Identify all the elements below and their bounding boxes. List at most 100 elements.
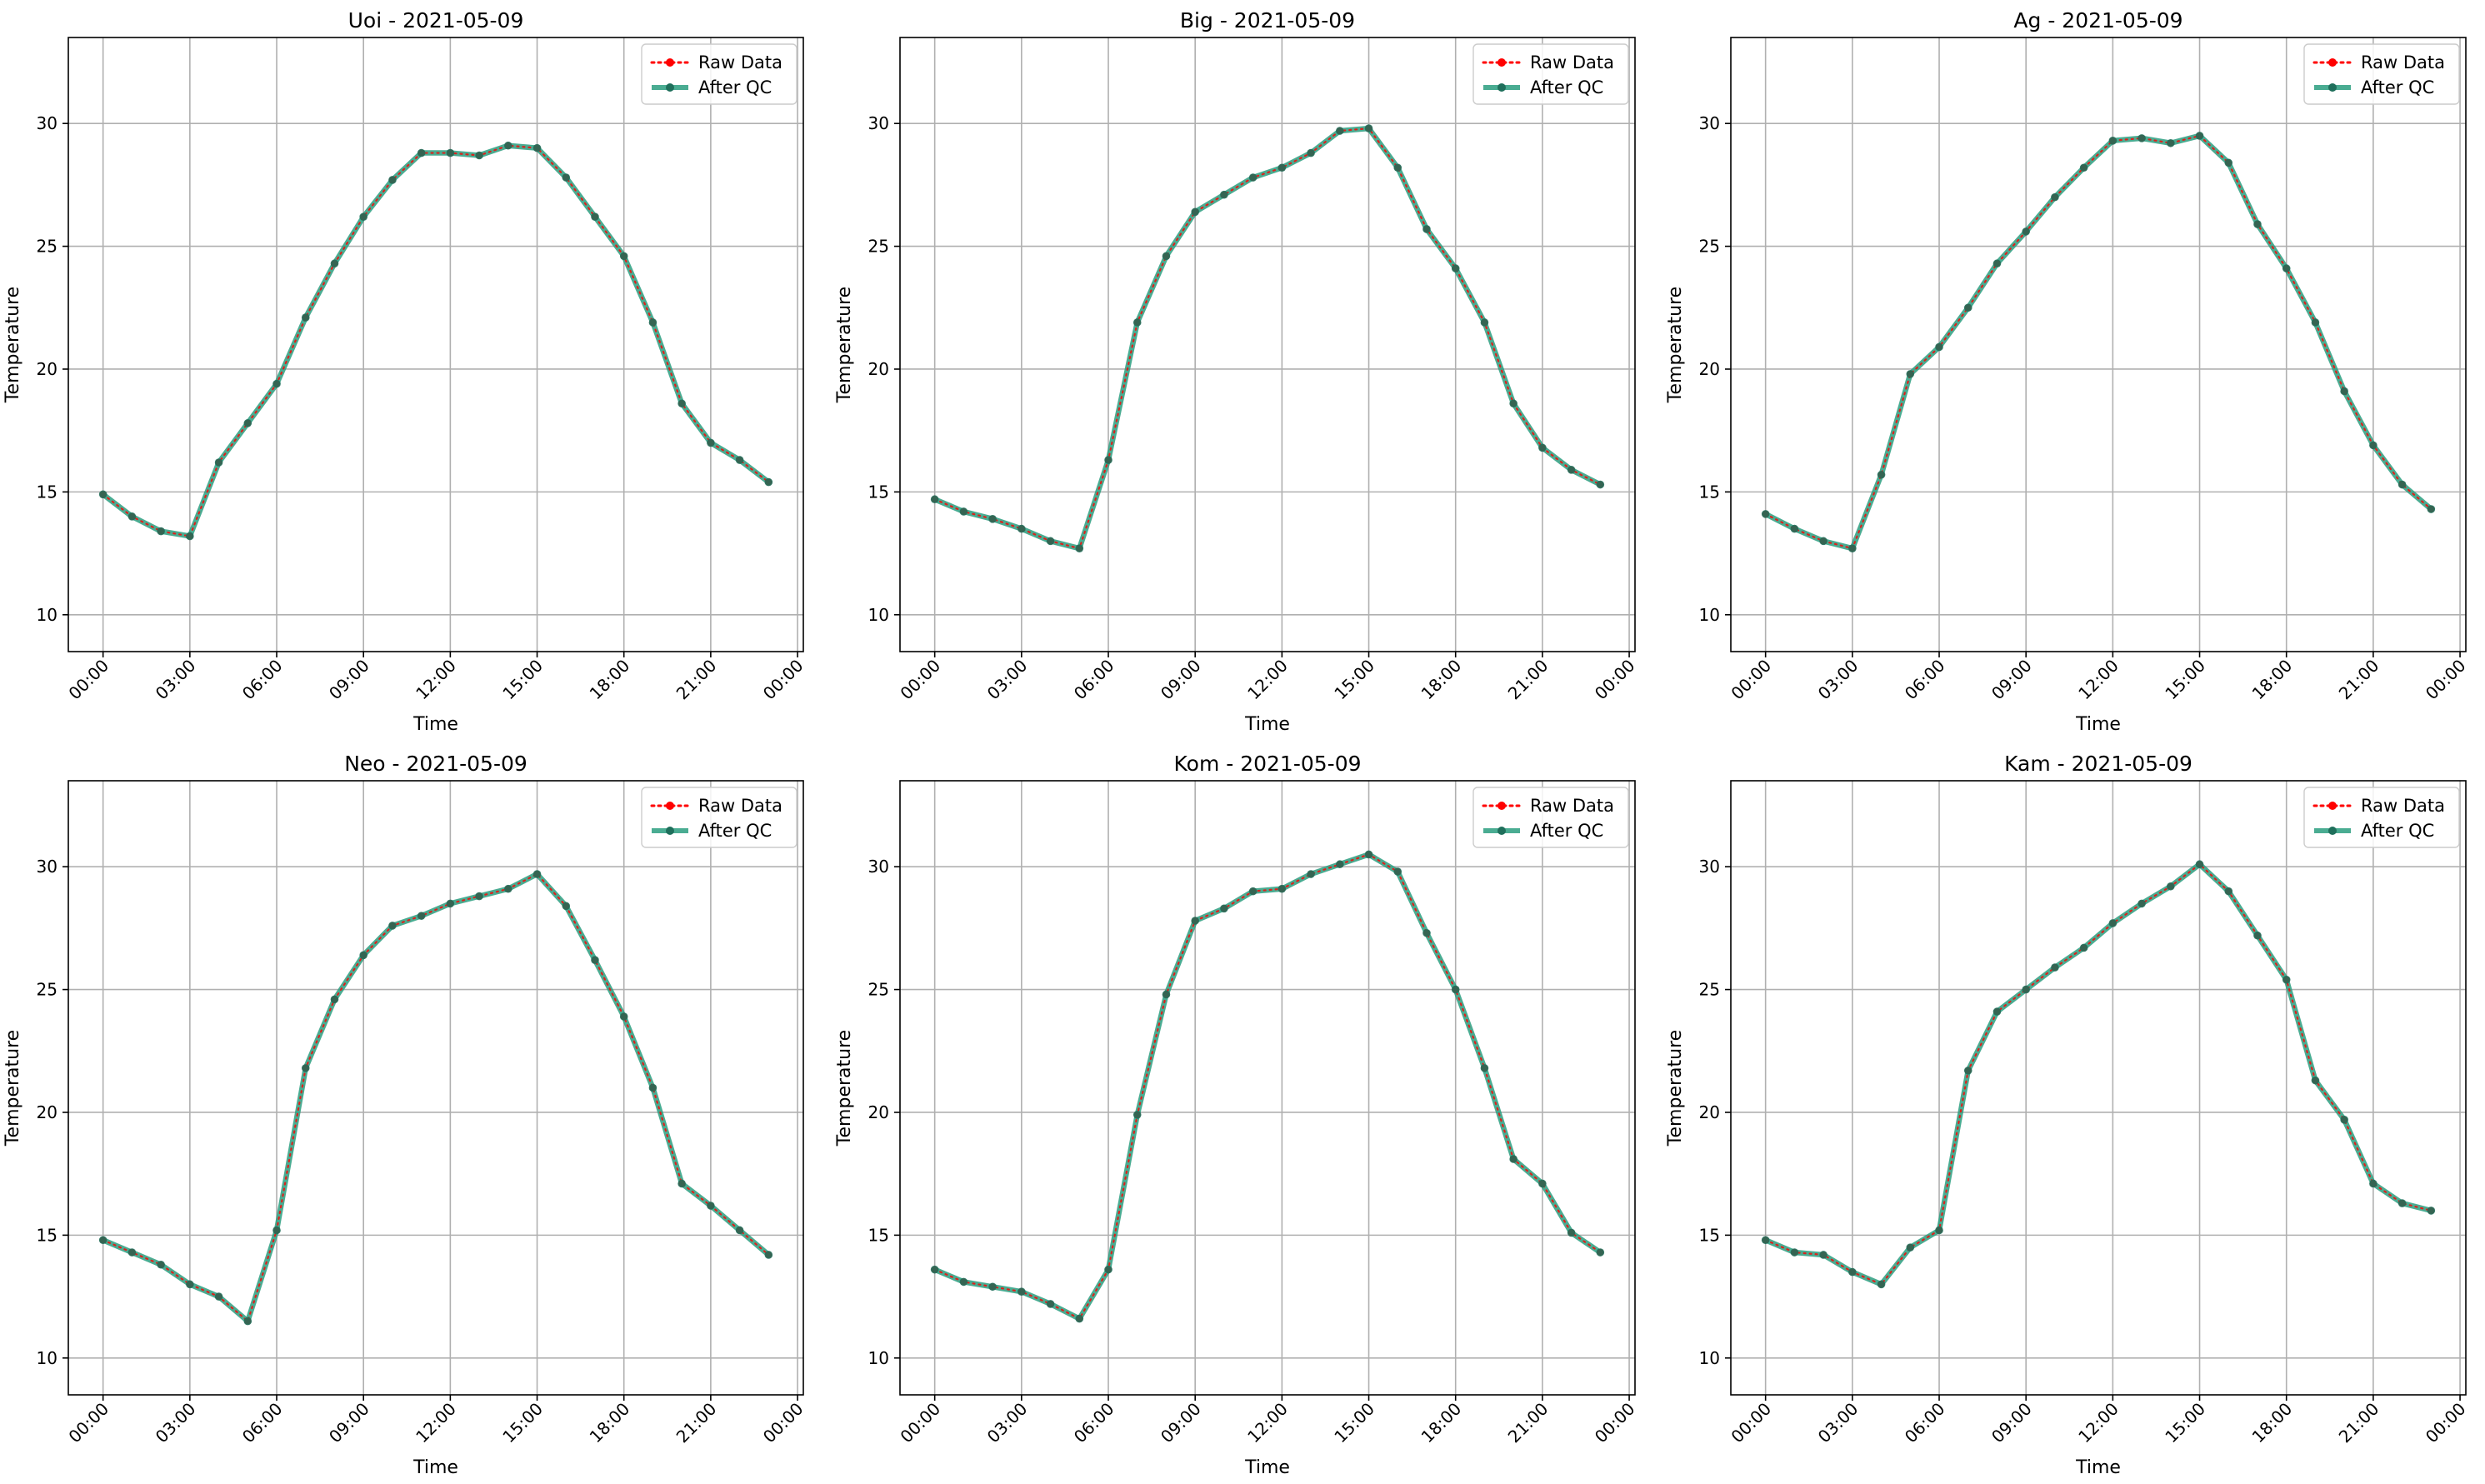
after-qc-point xyxy=(1278,884,1287,893)
after-qc-point xyxy=(619,252,628,261)
y-tick-label: 30 xyxy=(1699,857,1720,877)
after-qc-point xyxy=(2282,264,2291,272)
after-qc-point xyxy=(591,956,599,965)
after-qc-point xyxy=(98,490,108,499)
after-qc-point xyxy=(1538,1179,1547,1188)
y-tick-label: 15 xyxy=(868,1225,889,1245)
after-qc-point xyxy=(98,1236,108,1245)
legend: Raw Data After QC xyxy=(2303,787,2460,848)
after-qc-point xyxy=(446,899,455,908)
x-axis-label: Time xyxy=(412,1457,458,1478)
y-tick-label: 10 xyxy=(868,1348,889,1368)
x-tick-label: 12:00 xyxy=(1243,1399,1292,1447)
y-tick-label: 25 xyxy=(1699,980,1720,1000)
legend-raw-marker xyxy=(2328,58,2337,67)
legend-label-raw-data: Raw Data xyxy=(1530,52,1614,72)
x-tick-label: 09:00 xyxy=(325,656,373,704)
after-qc-point xyxy=(1132,318,1142,327)
x-tick-label: 03:00 xyxy=(152,1399,200,1447)
after-qc-point xyxy=(1848,544,1857,552)
after-qc-point xyxy=(1132,1111,1142,1119)
x-tick-label: 06:00 xyxy=(238,1399,287,1447)
x-tick-label: 00:00 xyxy=(896,1399,944,1447)
after-qc-point xyxy=(1248,887,1258,896)
x-tick-label: 00:00 xyxy=(759,656,808,704)
after-qc-point xyxy=(388,176,397,184)
series-line-raw-data xyxy=(933,127,1602,550)
after-qc-point xyxy=(1393,163,1402,172)
x-tick-label: 15:00 xyxy=(498,1399,547,1447)
after-qc-point xyxy=(2427,1207,2436,1215)
y-tick-label: 30 xyxy=(37,113,58,133)
x-tick-label: 21:00 xyxy=(2335,656,2383,704)
y-tick-label: 15 xyxy=(37,482,58,502)
chart-title: Uoi - 2021-05-09 xyxy=(348,8,524,32)
after-qc-point xyxy=(2369,441,2378,450)
after-qc-point xyxy=(214,458,223,467)
legend-label-after-qc: After QC xyxy=(2361,77,2434,97)
after-qc-point xyxy=(1104,456,1112,464)
after-qc-point xyxy=(764,477,773,487)
after-qc-point xyxy=(359,212,368,222)
series-line-raw-data xyxy=(1764,134,2432,550)
after-qc-point xyxy=(243,1317,252,1326)
after-qc-point xyxy=(1567,466,1576,474)
x-tick-label: 18:00 xyxy=(1418,656,1466,704)
y-tick-label: 20 xyxy=(1699,1102,1720,1122)
after-qc-point xyxy=(2253,931,2262,940)
legend-raw-marker xyxy=(2328,802,2337,810)
after-qc-point xyxy=(1046,1300,1055,1308)
y-tick-label: 30 xyxy=(1699,113,1720,133)
x-tick-label: 00:00 xyxy=(64,656,112,704)
after-qc-point xyxy=(2138,899,2146,908)
after-qc-point xyxy=(1364,850,1373,859)
after-qc-point xyxy=(2427,505,2436,513)
after-qc-point xyxy=(128,1248,137,1257)
after-qc-point xyxy=(1307,870,1315,878)
after-qc-point xyxy=(930,1265,939,1274)
after-qc-point xyxy=(2340,387,2348,396)
after-qc-point xyxy=(591,212,599,222)
after-qc-point xyxy=(1509,399,1518,408)
x-tick-label: 15:00 xyxy=(2161,1399,2209,1447)
after-qc-point xyxy=(1538,443,1547,452)
after-qc-point xyxy=(504,884,512,893)
x-tick-label: 06:00 xyxy=(1901,1399,1949,1447)
after-qc-point xyxy=(1935,1226,1943,1235)
series-line-after-qc xyxy=(100,871,772,1324)
y-axis-label: Temperature xyxy=(834,1030,855,1147)
after-qc-point xyxy=(930,495,939,504)
after-qc-point xyxy=(1567,1228,1576,1237)
legend-label-raw-data: Raw Data xyxy=(698,796,782,816)
after-qc-point xyxy=(128,512,137,521)
y-tick-label: 20 xyxy=(868,1102,889,1122)
series-line-after-qc xyxy=(1762,132,2434,552)
after-qc-point xyxy=(1509,1155,1518,1163)
after-qc-point xyxy=(1935,342,1943,352)
after-qc-point xyxy=(562,902,571,911)
y-tick-label: 25 xyxy=(37,237,58,257)
after-qc-point xyxy=(1162,990,1171,999)
chart-panel-4: Neo - 2021-05-09 10 15 20 25 30 00:00 03:00 06:0… xyxy=(2,752,808,1478)
y-axis-label: Temperature xyxy=(2,1030,23,1147)
after-qc-point xyxy=(1336,860,1344,869)
x-tick-label: 03:00 xyxy=(152,656,200,704)
legend-label-raw-data: Raw Data xyxy=(1530,796,1614,816)
plot-frame xyxy=(68,37,804,652)
x-tick-label: 21:00 xyxy=(672,1399,721,1447)
plot-frame xyxy=(899,37,1636,652)
after-qc-point xyxy=(2138,134,2146,142)
after-qc-point xyxy=(2022,985,2030,994)
legend-label-raw-data: Raw Data xyxy=(2361,796,2445,816)
series-line-after-qc xyxy=(1762,861,2434,1287)
after-qc-point xyxy=(1364,124,1373,132)
series-line-raw-data xyxy=(933,853,1602,1321)
after-qc-point xyxy=(1162,252,1171,261)
after-qc-point xyxy=(735,1226,744,1235)
after-qc-point xyxy=(2224,158,2233,167)
legend-qc-marker xyxy=(2328,83,2337,92)
after-qc-point xyxy=(1104,1265,1112,1274)
after-qc-point xyxy=(532,143,542,152)
y-tick-label: 15 xyxy=(868,482,889,502)
